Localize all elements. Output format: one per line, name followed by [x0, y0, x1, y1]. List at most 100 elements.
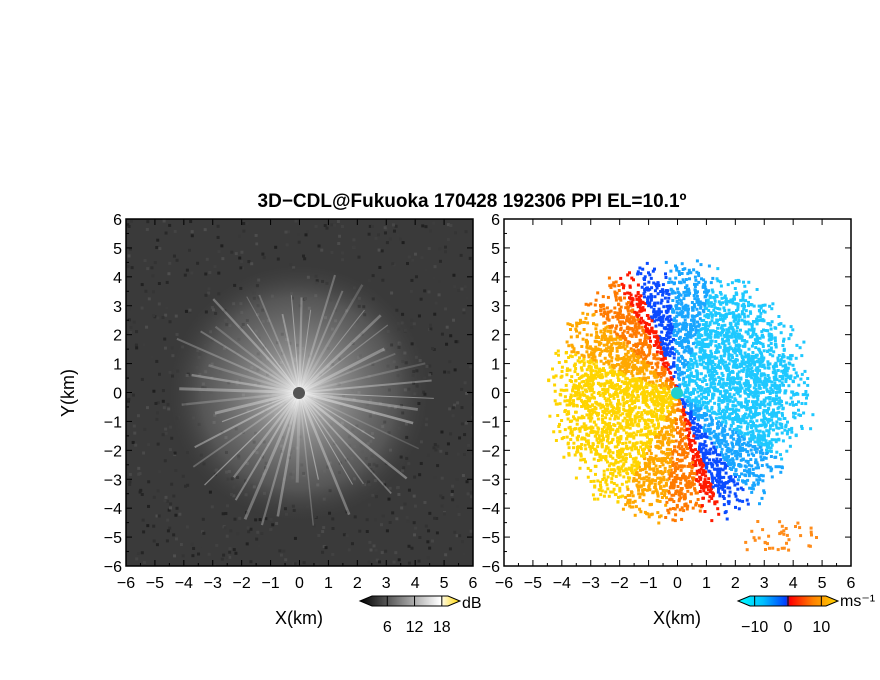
velocity-pixel — [751, 403, 755, 407]
velocity-pixel — [681, 451, 685, 455]
velocity-pixel — [676, 408, 680, 412]
left-x-tick-label: 2 — [353, 575, 362, 592]
velocity-pixel — [702, 489, 706, 493]
velocity-pixel — [656, 476, 660, 480]
velocity-pixel — [719, 354, 723, 358]
velocity-pixel — [685, 334, 689, 338]
velocity-pixel — [672, 462, 676, 466]
velocity-pixel — [668, 486, 672, 490]
velocity-pixel — [719, 333, 723, 337]
velocity-pixel — [700, 486, 703, 490]
velocity-pixel — [775, 438, 779, 442]
velocity-pixel — [749, 430, 753, 434]
velocity-pixel — [621, 442, 625, 445]
noise-speck — [322, 545, 326, 549]
noise-speck — [455, 505, 459, 509]
velocity-pixel — [717, 375, 721, 379]
velocity-pixel — [792, 411, 795, 415]
velocity-pixel — [558, 422, 561, 426]
velocity-pixel — [572, 441, 576, 445]
velocity-pixel — [664, 381, 668, 385]
noise-speck — [198, 547, 202, 551]
velocity-pixel — [776, 356, 780, 360]
velocity-pixel — [633, 420, 637, 424]
velocity-pixel — [613, 306, 617, 310]
velocity-pixel — [637, 452, 641, 456]
velocity-pixel — [731, 465, 735, 469]
noise-speck — [255, 537, 259, 541]
velocity-pixel — [698, 378, 702, 382]
velocity-pixel — [583, 399, 587, 403]
velocity-pixel — [702, 459, 706, 463]
echo-ray — [299, 392, 354, 485]
velocity-pixel — [569, 438, 573, 441]
velocity-pixel — [744, 397, 748, 401]
velocity-pixel — [570, 375, 574, 379]
velocity-pixel — [575, 329, 578, 333]
velocity-pixel — [697, 479, 701, 483]
velocity-pixel — [747, 387, 751, 391]
velocity-pixel — [621, 389, 625, 392]
velocity-pixel — [615, 335, 619, 339]
velocity-pixel — [725, 409, 729, 413]
velocity-pixel — [638, 476, 641, 480]
velocity-pixel — [611, 438, 615, 442]
echo-ray — [299, 362, 426, 394]
velocity-pixel — [683, 504, 687, 508]
velocity-pixel — [592, 479, 596, 483]
velocity-pixel — [656, 292, 660, 296]
noise-speck — [367, 503, 371, 507]
noise-speck — [440, 430, 444, 434]
noise-speck — [238, 234, 242, 238]
velocity-pixel — [685, 455, 689, 458]
velocity-pixel — [662, 475, 666, 479]
velocity-pixel — [713, 476, 717, 480]
velocity-pixel — [647, 392, 651, 395]
velocity-pixel — [648, 482, 652, 485]
velocity-pixel — [627, 466, 631, 470]
velocity-pixel — [626, 355, 630, 359]
velocity-pixel — [794, 371, 798, 375]
velocity-pixel — [721, 374, 725, 377]
velocity-pixel — [705, 417, 709, 421]
noise-speck — [225, 555, 229, 559]
velocity-pixel — [678, 359, 682, 363]
noise-speck — [134, 343, 138, 347]
velocity-pixel — [664, 503, 668, 507]
noise-speck — [428, 511, 432, 515]
velocity-pixel — [616, 427, 620, 431]
noise-speck — [314, 224, 318, 228]
velocity-pixel — [759, 403, 762, 407]
velocity-pixel — [725, 397, 729, 401]
velocity-pixel — [668, 325, 672, 329]
velocity-pixel — [673, 428, 677, 432]
noise-speck — [458, 436, 462, 440]
velocity-pixel — [609, 468, 613, 472]
velocity-pixel — [768, 403, 772, 407]
velocity-pixel — [773, 336, 777, 340]
velocity-pixel — [695, 294, 699, 298]
velocity-pixel — [682, 428, 686, 432]
velocity-pixel — [770, 415, 774, 419]
velocity-pixel — [709, 339, 713, 343]
left-y-tick-label: −6 — [104, 559, 122, 576]
velocity-pixel — [697, 468, 701, 472]
velocity-pixel — [738, 362, 742, 366]
velocity-pixel — [622, 286, 625, 290]
noise-speck — [367, 560, 371, 564]
velocity-pixel — [667, 424, 671, 428]
velocity-pixel — [686, 476, 690, 480]
velocity-pixel — [609, 381, 613, 385]
velocity-pixel — [668, 507, 672, 511]
noise-speck — [406, 262, 410, 266]
velocity-pixel — [745, 450, 749, 453]
noise-speck — [410, 546, 414, 550]
velocity-pixel — [613, 469, 617, 473]
velocity-pixel — [624, 306, 628, 310]
velocity-pixel — [751, 445, 755, 449]
velocity-pixel — [707, 387, 710, 391]
velocity-pixel — [745, 371, 749, 374]
noise-speck — [156, 316, 160, 320]
